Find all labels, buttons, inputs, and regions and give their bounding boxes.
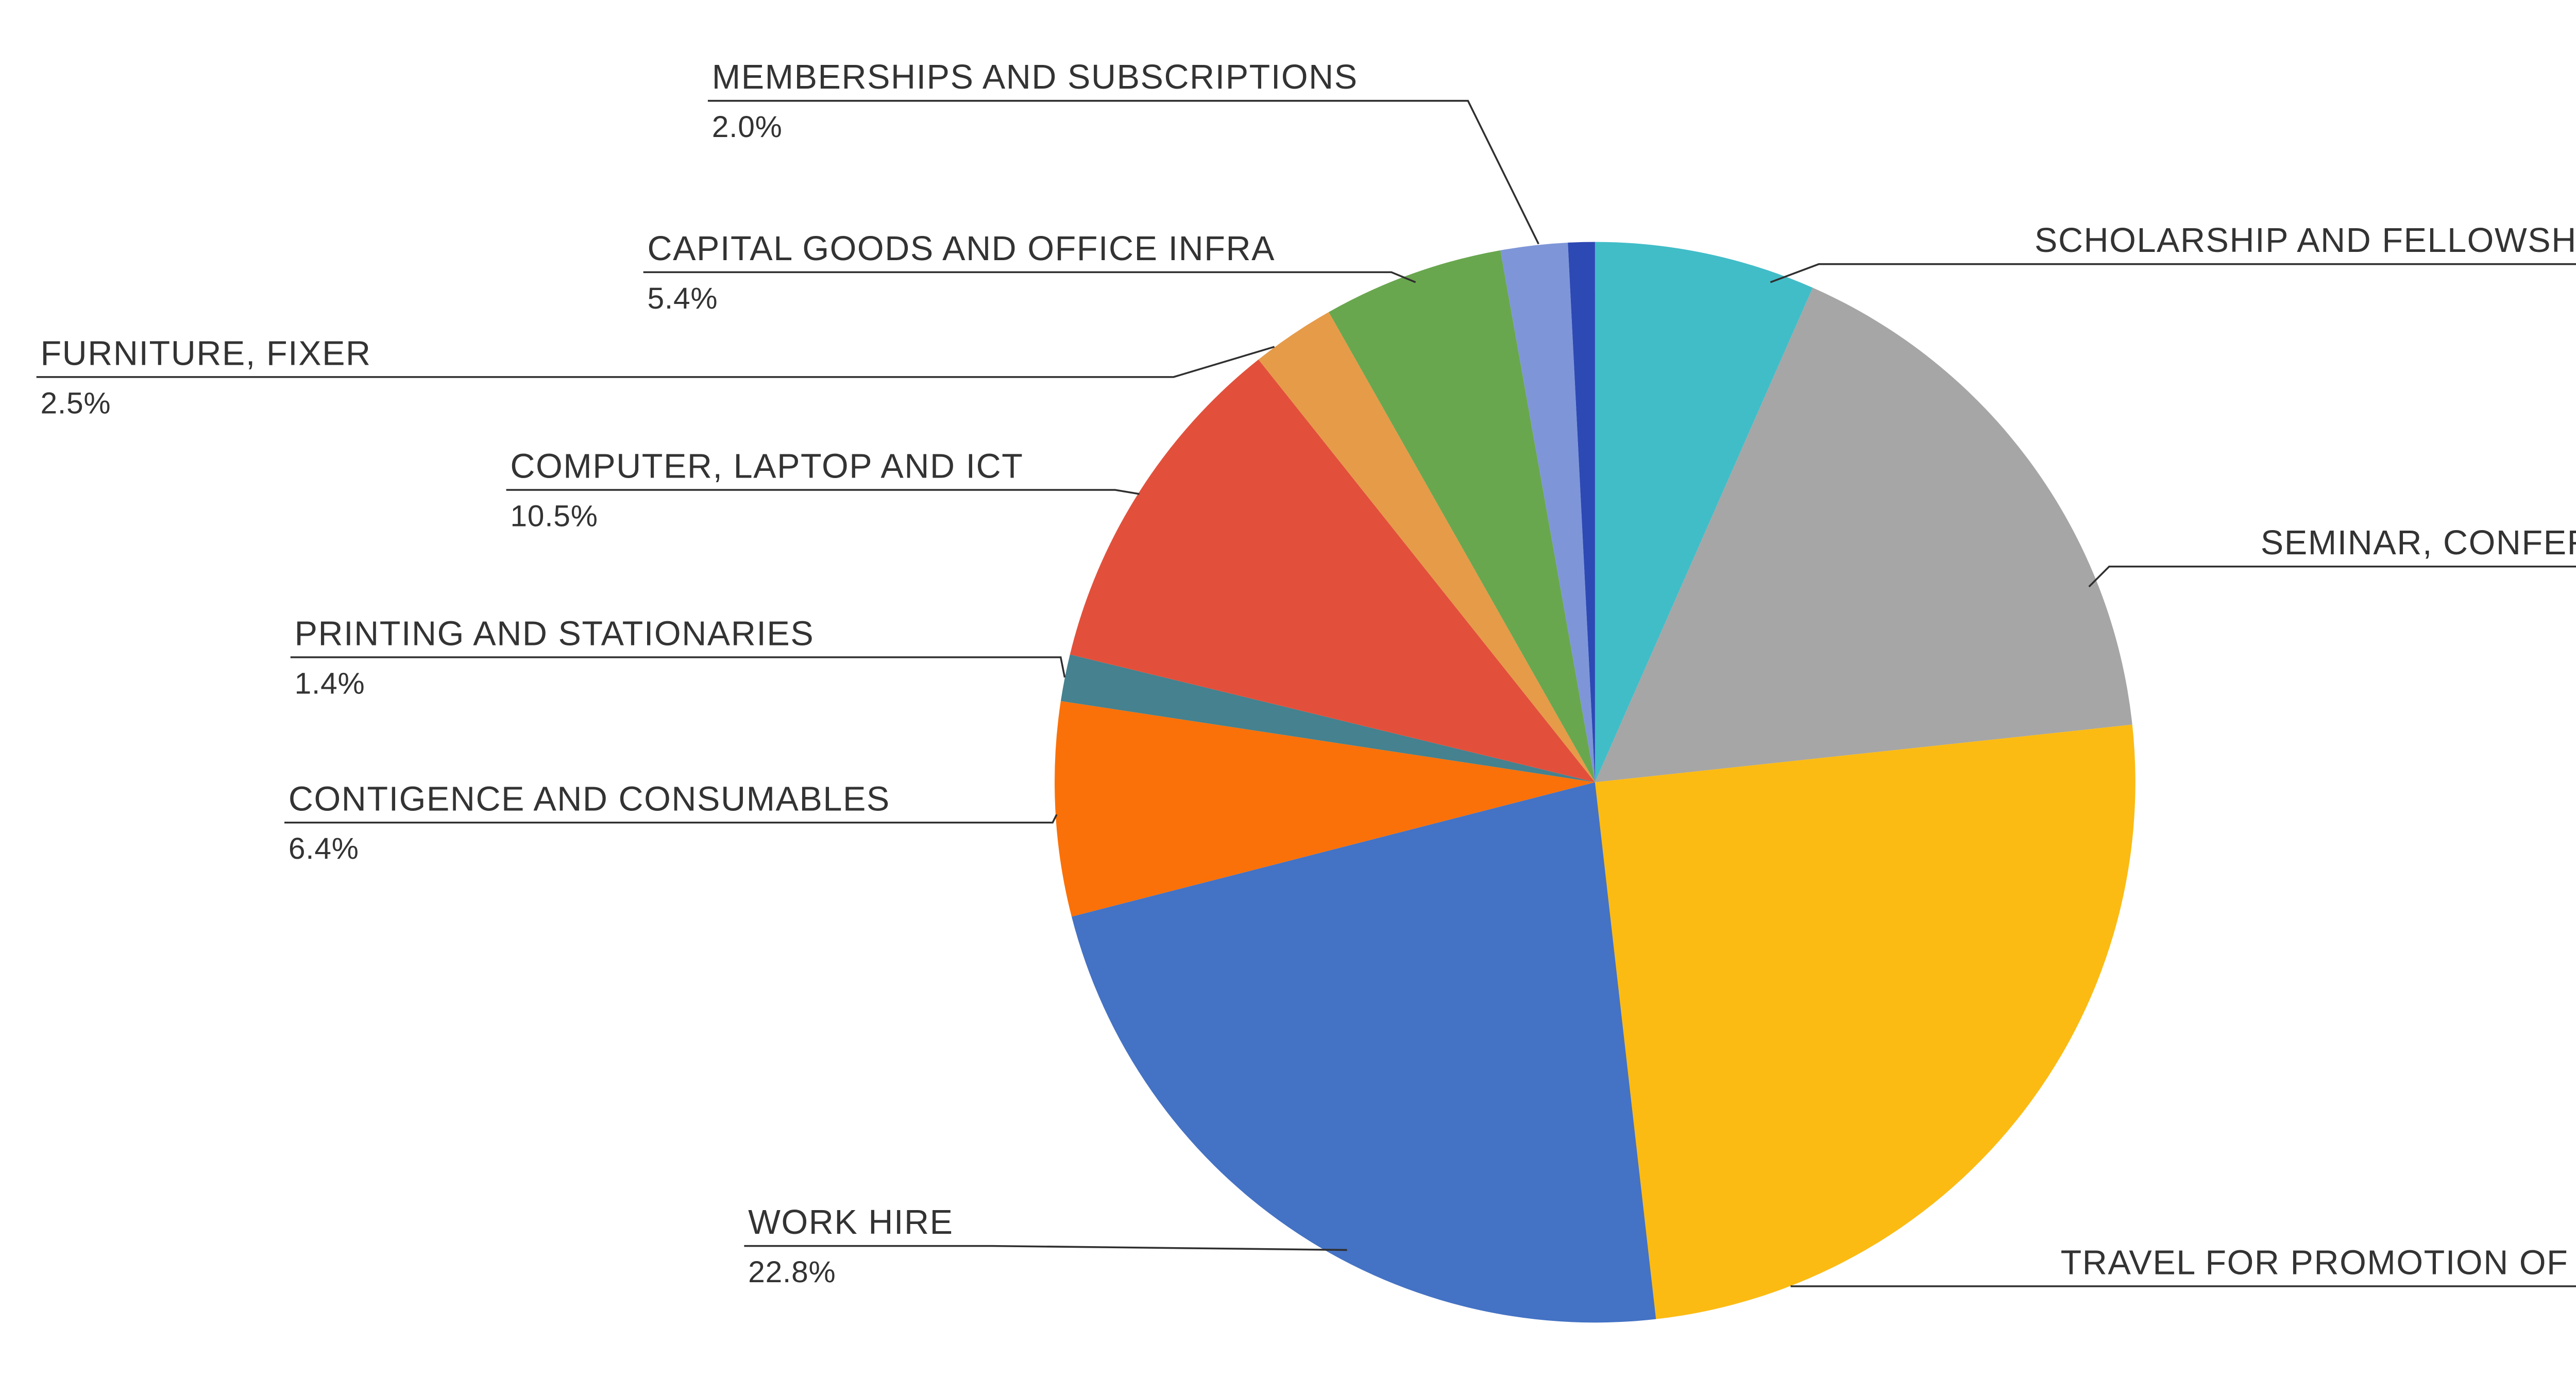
leader-line bbox=[284, 814, 1058, 824]
slice-label: MEMBERSHIPS AND SUBSCRIPTIONS bbox=[712, 58, 1358, 96]
leader-line bbox=[2088, 565, 2576, 588]
leader-line bbox=[707, 99, 1539, 245]
pie-slice bbox=[1258, 312, 1595, 783]
pie-slice bbox=[1500, 242, 1595, 783]
pie-slice bbox=[1071, 782, 1656, 1323]
slice-percent: 2.5% bbox=[40, 386, 111, 420]
slice-percent: 22.8% bbox=[748, 1255, 836, 1289]
slice-percent: 2.0% bbox=[712, 110, 783, 144]
leader-line bbox=[290, 656, 1066, 678]
slice-percent: 10.5% bbox=[510, 499, 598, 533]
slice-label: COMPUTER, LAPTOP AND ICT bbox=[510, 448, 1023, 486]
leader-line bbox=[506, 489, 1140, 495]
slice-label: PRINTING AND STATIONARIES bbox=[295, 615, 815, 653]
slice-labels: SCHOLARSHIP AND FELLOWSHIP, AWARDS, REWA… bbox=[40, 58, 2576, 1289]
pie-slice bbox=[1070, 359, 1595, 783]
slice-percent: 5.4% bbox=[647, 282, 718, 315]
pie-slice bbox=[1595, 242, 1813, 783]
pie-slice bbox=[1595, 724, 2136, 1319]
slice-label: WORK HIRE bbox=[748, 1203, 953, 1242]
slice-label: FURNITURE, FIXER bbox=[40, 334, 371, 372]
pie-slice bbox=[1329, 250, 1595, 783]
pie-slice bbox=[1055, 701, 1595, 917]
slice-label: SCHOLARSHIP AND FELLOWSHIP, AWARDS, REWA… bbox=[2035, 222, 2576, 260]
leader-line bbox=[1770, 263, 2576, 283]
pie-slices bbox=[1055, 242, 2136, 1323]
leader-lines bbox=[36, 99, 2576, 1287]
pie-slice bbox=[1060, 654, 1595, 783]
slice-percent: 6.4% bbox=[289, 832, 359, 865]
slice-label: TRAVEL FOR PROMOTION OF INTERNATIONAL RE… bbox=[2061, 1244, 2576, 1282]
leader-line bbox=[36, 346, 1275, 378]
leader-line bbox=[744, 1245, 1347, 1251]
slice-label: CONTIGENCE AND CONSUMABLES bbox=[289, 780, 890, 818]
slice-label: SEMINAR, CONFERENCE, EVENTS AND DELE... bbox=[2261, 524, 2576, 562]
slice-percent: 1.4% bbox=[295, 667, 365, 700]
leader-line bbox=[643, 271, 1416, 283]
pie-slice bbox=[1568, 242, 1595, 783]
pie-slice bbox=[1595, 287, 2132, 783]
slice-label: CAPITAL GOODS AND OFFICE INFRA bbox=[647, 230, 1275, 268]
